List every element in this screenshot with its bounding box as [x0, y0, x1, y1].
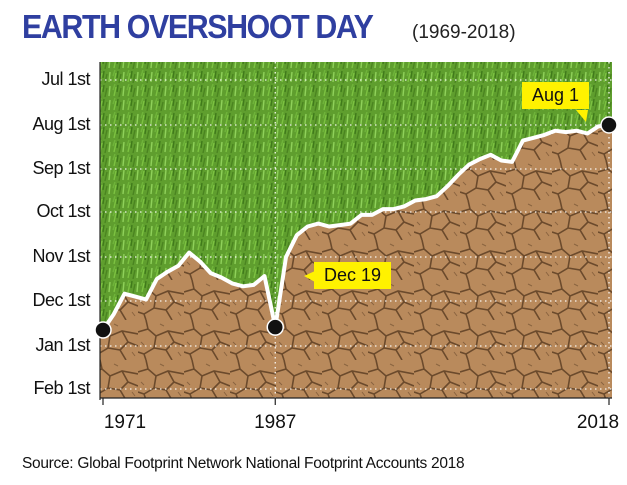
y-tick-label: Dec 1st	[32, 290, 90, 310]
y-tick-label: Sep 1st	[32, 158, 90, 178]
annotation-pointer	[576, 110, 588, 122]
chart-title: EARTH OVERSHOOT DAY	[22, 8, 374, 45]
y-tick-label: Oct 1st	[36, 201, 90, 221]
data-point-2018	[600, 116, 618, 134]
y-tick-label: Aug 1st	[32, 114, 90, 134]
annotation-label: Aug 1	[522, 82, 590, 109]
y-tick-label: Jul 1st	[41, 69, 90, 89]
y-tick-label: Jan 1st	[35, 335, 90, 355]
soil-area	[100, 125, 612, 398]
annotation-label: Dec 19	[314, 262, 392, 289]
y-tick-label: Nov 1st	[32, 246, 90, 266]
source-note: Source: Global Footprint Network Nationa…	[22, 455, 465, 472]
x-tick-label: 1987	[254, 412, 297, 433]
data-point-1987	[266, 318, 285, 336]
x-tick-label: 1971	[103, 412, 147, 433]
x-tick-label: 2018	[576, 412, 620, 433]
y-tick-label: Feb 1st	[33, 378, 90, 398]
annotation-pointer	[304, 271, 315, 282]
title-row: EARTH OVERSHOOT DAY	[22, 8, 403, 52]
series-line	[101, 123, 610, 332]
data-point-1971	[94, 321, 112, 339]
chart-subtitle: (1969-2018)	[412, 22, 516, 43]
